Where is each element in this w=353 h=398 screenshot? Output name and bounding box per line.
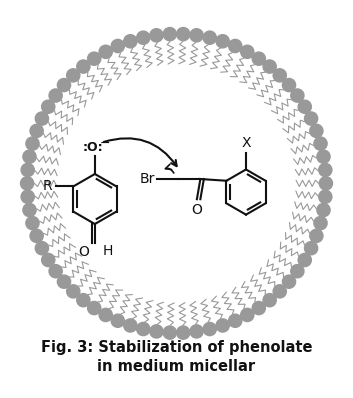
Circle shape <box>216 35 229 48</box>
Circle shape <box>229 39 242 53</box>
Circle shape <box>176 326 190 339</box>
Circle shape <box>163 27 176 41</box>
Circle shape <box>67 285 80 298</box>
Circle shape <box>305 112 318 125</box>
Circle shape <box>124 319 137 332</box>
Circle shape <box>99 45 112 59</box>
Circle shape <box>21 190 34 203</box>
Circle shape <box>163 326 176 339</box>
Circle shape <box>53 60 300 307</box>
Circle shape <box>26 137 39 150</box>
Circle shape <box>319 177 333 190</box>
Circle shape <box>30 229 43 242</box>
Circle shape <box>252 301 265 315</box>
Circle shape <box>88 52 101 65</box>
Text: ··: ·· <box>90 139 96 148</box>
Circle shape <box>252 52 265 65</box>
Circle shape <box>263 294 276 307</box>
Circle shape <box>314 217 327 230</box>
Circle shape <box>30 124 43 137</box>
Text: O: O <box>78 245 89 259</box>
Circle shape <box>203 31 216 44</box>
Circle shape <box>263 60 276 73</box>
Text: O: O <box>191 203 202 217</box>
Text: −: − <box>99 137 110 150</box>
Circle shape <box>282 275 295 288</box>
Circle shape <box>216 319 229 332</box>
Circle shape <box>314 137 327 150</box>
Circle shape <box>26 217 39 230</box>
Circle shape <box>21 163 34 177</box>
Circle shape <box>23 203 36 217</box>
Circle shape <box>137 31 150 44</box>
Circle shape <box>42 100 55 113</box>
Circle shape <box>77 60 90 73</box>
Circle shape <box>42 254 55 267</box>
Circle shape <box>23 150 36 163</box>
Circle shape <box>88 301 101 315</box>
Circle shape <box>317 150 330 163</box>
Circle shape <box>298 100 311 113</box>
Circle shape <box>53 60 300 307</box>
Circle shape <box>319 163 332 177</box>
Circle shape <box>49 89 62 102</box>
Circle shape <box>203 322 216 336</box>
Circle shape <box>176 27 190 41</box>
Circle shape <box>35 242 48 255</box>
Text: :O:: :O: <box>83 141 103 154</box>
Circle shape <box>35 112 48 125</box>
Circle shape <box>111 314 124 327</box>
Circle shape <box>305 242 318 255</box>
Circle shape <box>111 39 124 53</box>
Circle shape <box>317 203 330 217</box>
Text: R: R <box>42 179 52 193</box>
Circle shape <box>77 294 90 307</box>
Circle shape <box>241 308 254 322</box>
Text: X: X <box>241 136 251 150</box>
Circle shape <box>99 308 112 322</box>
Circle shape <box>49 265 62 278</box>
Circle shape <box>190 325 203 338</box>
Circle shape <box>310 229 323 242</box>
Circle shape <box>319 190 332 203</box>
Circle shape <box>20 177 34 190</box>
Text: H: H <box>102 244 113 258</box>
Circle shape <box>298 254 311 267</box>
Circle shape <box>58 275 71 288</box>
Circle shape <box>291 89 304 102</box>
Circle shape <box>67 69 80 82</box>
Circle shape <box>150 29 163 42</box>
Text: Br: Br <box>140 172 155 186</box>
Text: Fig. 3: Stabilization of phenolate: Fig. 3: Stabilization of phenolate <box>41 340 312 355</box>
Circle shape <box>241 45 254 59</box>
Circle shape <box>229 314 242 327</box>
Circle shape <box>291 265 304 278</box>
Circle shape <box>310 124 323 137</box>
Circle shape <box>273 285 286 298</box>
Circle shape <box>58 78 71 92</box>
Circle shape <box>150 325 163 338</box>
Circle shape <box>282 78 295 92</box>
Text: in medium micellar: in medium micellar <box>97 359 256 374</box>
Circle shape <box>124 35 137 48</box>
Circle shape <box>137 322 150 336</box>
Circle shape <box>273 69 286 82</box>
Circle shape <box>190 29 203 42</box>
